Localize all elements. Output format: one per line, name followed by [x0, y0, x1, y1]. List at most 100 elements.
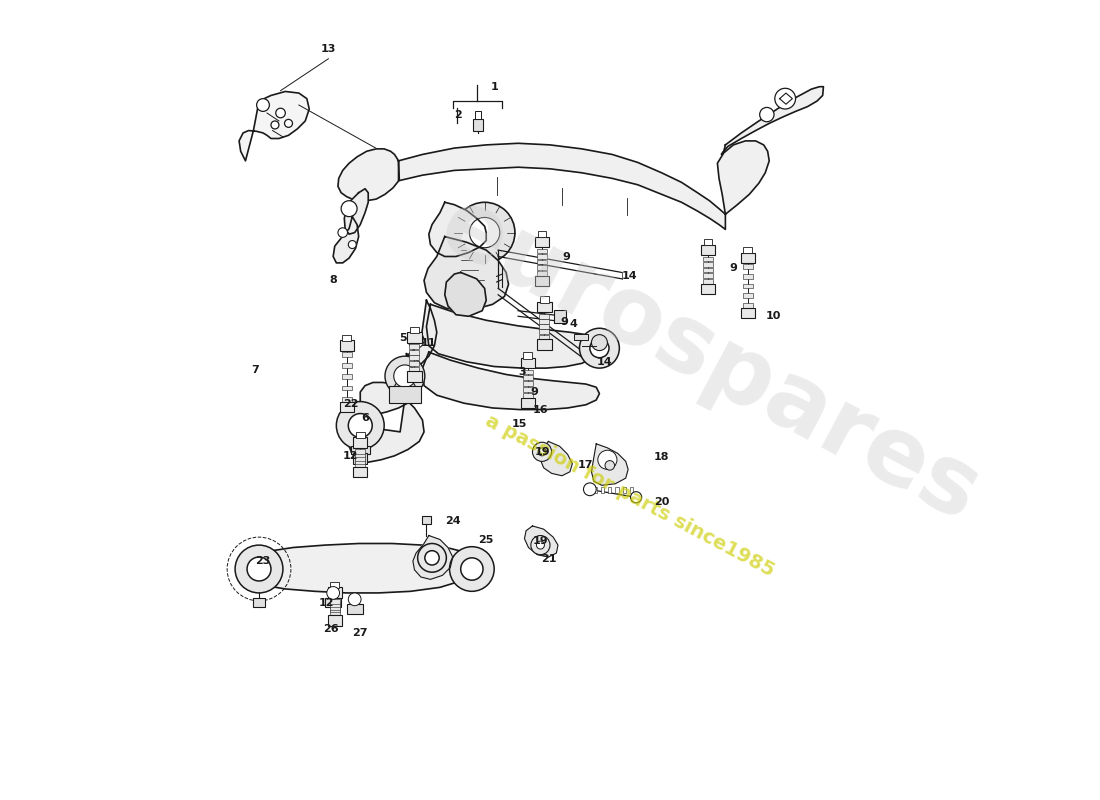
Bar	[410, 326, 419, 333]
Bar	[537, 271, 547, 276]
Polygon shape	[239, 91, 309, 161]
Bar	[342, 352, 352, 357]
Circle shape	[337, 402, 384, 450]
Circle shape	[461, 558, 483, 580]
Text: 14: 14	[596, 357, 612, 366]
Text: 7: 7	[251, 365, 258, 374]
Bar	[473, 118, 483, 130]
Bar	[355, 456, 365, 461]
Bar	[623, 487, 626, 494]
Bar	[409, 366, 419, 371]
Text: 17: 17	[579, 460, 594, 470]
Bar	[537, 266, 547, 270]
Text: 9: 9	[562, 251, 570, 262]
Circle shape	[580, 328, 619, 368]
Circle shape	[271, 121, 279, 129]
Polygon shape	[717, 141, 769, 214]
Bar	[522, 387, 532, 392]
Text: a passion for parts since1985: a passion for parts since1985	[482, 411, 778, 580]
Text: 6: 6	[361, 413, 368, 422]
Circle shape	[597, 450, 617, 470]
Bar	[346, 604, 363, 614]
Polygon shape	[344, 189, 369, 234]
Polygon shape	[361, 354, 422, 414]
Text: 16: 16	[532, 405, 548, 414]
Bar	[328, 587, 342, 598]
Circle shape	[454, 202, 515, 263]
Circle shape	[235, 545, 283, 593]
Bar	[353, 467, 367, 478]
Bar	[475, 111, 482, 119]
Circle shape	[450, 546, 494, 591]
Circle shape	[408, 332, 424, 348]
Text: 26: 26	[323, 624, 339, 634]
Bar	[356, 432, 364, 438]
Bar	[355, 459, 365, 464]
Text: 14: 14	[621, 271, 638, 282]
Text: 1: 1	[491, 82, 498, 92]
Bar	[409, 355, 419, 360]
Bar	[539, 314, 549, 318]
Bar	[535, 276, 549, 286]
Text: 12: 12	[343, 451, 359, 461]
Text: 9: 9	[729, 263, 737, 274]
Bar	[355, 450, 365, 454]
Bar	[355, 453, 365, 458]
Bar	[744, 247, 752, 254]
Bar	[539, 330, 549, 334]
Bar	[608, 487, 612, 494]
Polygon shape	[400, 300, 437, 372]
Bar	[537, 254, 547, 259]
Circle shape	[592, 334, 607, 350]
Polygon shape	[592, 444, 628, 486]
Circle shape	[349, 241, 356, 249]
Text: 3: 3	[518, 367, 526, 377]
Polygon shape	[398, 143, 725, 230]
Bar	[330, 582, 339, 588]
Bar	[704, 239, 712, 246]
Bar	[520, 398, 535, 408]
Circle shape	[285, 119, 293, 127]
Bar	[740, 307, 755, 318]
Polygon shape	[333, 217, 359, 263]
Bar	[342, 374, 352, 379]
Polygon shape	[444, 273, 486, 316]
Bar	[537, 260, 547, 265]
Polygon shape	[349, 398, 424, 462]
Polygon shape	[429, 202, 486, 257]
Text: 11: 11	[421, 338, 437, 347]
Bar	[355, 462, 365, 467]
Bar	[328, 615, 342, 626]
Circle shape	[338, 228, 348, 238]
Bar	[740, 253, 755, 263]
Bar	[340, 340, 354, 350]
Bar	[330, 610, 340, 615]
Bar	[535, 237, 549, 247]
Bar	[409, 344, 419, 349]
Bar	[574, 334, 589, 340]
Bar	[421, 515, 431, 523]
Circle shape	[425, 550, 439, 565]
Polygon shape	[422, 352, 600, 410]
Bar	[742, 293, 752, 298]
Bar	[539, 324, 549, 329]
Bar	[703, 262, 713, 267]
Polygon shape	[245, 543, 476, 593]
Bar	[539, 319, 549, 324]
Text: 21: 21	[541, 554, 557, 565]
Bar	[615, 487, 618, 494]
Polygon shape	[338, 149, 399, 201]
Circle shape	[256, 98, 270, 111]
Bar	[703, 274, 713, 278]
Circle shape	[532, 442, 551, 462]
Bar	[409, 350, 419, 354]
Circle shape	[385, 356, 425, 396]
Text: 2: 2	[454, 110, 462, 119]
Text: 4: 4	[570, 319, 578, 330]
Circle shape	[248, 557, 271, 581]
Bar	[554, 310, 565, 322]
Polygon shape	[540, 442, 572, 476]
Bar	[742, 302, 752, 307]
Circle shape	[538, 448, 546, 456]
Polygon shape	[722, 86, 824, 154]
